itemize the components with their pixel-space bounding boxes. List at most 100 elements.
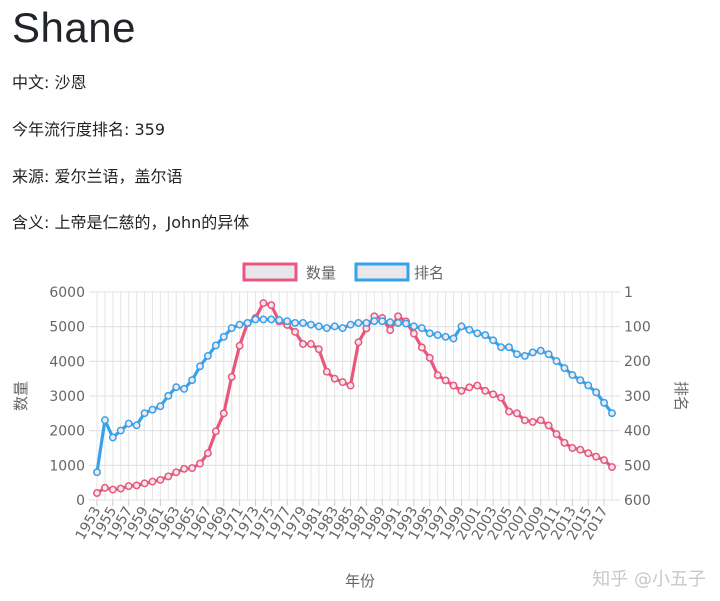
popularity-chart: 0 1000 2000 3000 4000 5000 6000 1 100 200 300 400 50…	[12, 262, 690, 590]
data-point-right-1980	[306, 320, 315, 329]
data-point-left-1994	[417, 343, 426, 352]
data-point-left-1964	[180, 464, 189, 473]
data-point-left-2013	[568, 444, 577, 452]
data-point-right-2017	[600, 398, 609, 407]
data-point-left-2015	[584, 449, 593, 458]
data-point-right-1976	[275, 316, 284, 325]
y-left-tick-label: 2000	[49, 424, 85, 440]
data-point-right-1970	[227, 324, 236, 333]
data-point-right-1956	[116, 426, 125, 435]
y-right-tick-label: 300	[624, 389, 651, 405]
data-point-left-1970	[227, 372, 236, 381]
data-point-right-1999	[457, 322, 466, 331]
chinese-name: 中文: 沙恩	[12, 73, 87, 92]
data-point-right-1989	[378, 317, 387, 326]
data-point-right-1986	[354, 318, 363, 327]
data-point-left-1960	[148, 477, 157, 486]
data-point-right-1994	[417, 324, 426, 333]
y-right-tick-label: 500	[624, 458, 651, 474]
data-point-left-2011	[552, 430, 561, 439]
name-origin: 来源: 爱尔兰语，盖尔语	[12, 167, 183, 186]
data-point-left-1963	[172, 468, 181, 477]
y-left-tick-label: 1000	[49, 458, 85, 474]
data-point-right-1975	[267, 315, 276, 324]
data-point-right-1996	[433, 331, 442, 340]
data-point-left-1979	[299, 340, 307, 348]
data-point-left-2000	[465, 383, 474, 392]
data-point-left-1997	[441, 376, 450, 385]
data-point-left-1962	[164, 472, 173, 481]
data-point-right-1982	[322, 324, 331, 333]
data-point-right-1974	[259, 315, 268, 324]
data-point-left-1966	[196, 459, 204, 468]
data-point-right-2008	[528, 348, 537, 357]
data-point-left-2004	[497, 393, 506, 402]
legend-label-2: 排名	[414, 264, 444, 282]
data-point-right-1964	[180, 384, 189, 393]
data-point-left-1971	[235, 341, 244, 350]
data-point-right-1961	[156, 402, 165, 411]
data-point-right-1953	[93, 468, 101, 477]
data-point-right-2011	[552, 357, 561, 366]
data-point-left-1998	[449, 381, 458, 390]
data-point-right-1979	[299, 318, 307, 327]
legend-swatch-1	[242, 262, 298, 282]
data-point-right-1965	[188, 376, 197, 385]
data-point-left-1980	[306, 340, 315, 348]
data-point-right-1967	[203, 351, 212, 360]
series-line-1	[96, 301, 614, 495]
data-point-left-2005	[505, 407, 513, 416]
data-point-right-2001	[473, 329, 482, 338]
data-point-right-1992	[402, 319, 410, 328]
data-point-left-1990	[386, 326, 395, 335]
data-point-right-1960	[148, 405, 157, 414]
data-point-right-1977	[283, 317, 292, 326]
data-point-left-1969	[219, 409, 228, 418]
data-point-right-1984	[338, 324, 347, 333]
data-point-left-1993	[409, 329, 418, 338]
popularity-rank: 今年流行度排名: 359	[12, 120, 166, 139]
data-point-left-1985	[346, 381, 355, 390]
data-point-left-2008	[528, 418, 537, 426]
data-point-right-2007	[520, 351, 529, 360]
data-point-right-2006	[512, 350, 521, 359]
data-point-left-1983	[330, 374, 339, 383]
data-point-right-1966	[196, 362, 204, 371]
data-point-right-1957	[124, 419, 133, 428]
data-point-left-2001	[473, 381, 482, 390]
data-point-right-1959	[140, 409, 149, 418]
data-point-right-1973	[251, 315, 260, 324]
data-point-right-1958	[132, 421, 141, 430]
data-point-left-2016	[592, 452, 601, 461]
data-point-left-2007	[520, 416, 529, 425]
data-point-right-1991	[394, 318, 403, 327]
data-point-left-1954	[100, 483, 109, 492]
data-point-left-2006	[512, 409, 521, 418]
data-point-right-1981	[314, 322, 323, 331]
y-right-tick-label: 600	[624, 493, 651, 509]
data-point-left-1991	[394, 312, 403, 321]
data-point-left-1958	[132, 481, 141, 490]
data-point-left-2010	[544, 421, 553, 430]
data-point-right-2012	[560, 364, 569, 372]
y-left-tick-label: 6000	[49, 285, 85, 301]
data-point-right-1988	[370, 317, 379, 326]
data-point-left-2009	[536, 416, 545, 425]
data-point-right-1983	[330, 322, 339, 331]
data-point-right-1962	[164, 391, 173, 400]
data-point-right-1998	[449, 334, 458, 343]
y-left-tick-label: 3000	[49, 389, 85, 405]
data-point-right-1972	[243, 318, 252, 327]
data-point-right-1968	[211, 341, 220, 350]
data-point-right-2009	[536, 346, 545, 355]
data-point-right-1993	[409, 322, 418, 331]
data-point-left-1999	[457, 386, 466, 395]
data-point-right-2016	[592, 388, 601, 397]
data-point-left-1965	[188, 464, 197, 473]
data-point-right-1990	[386, 318, 395, 327]
data-point-right-2002	[481, 331, 490, 340]
data-point-left-1959	[140, 479, 149, 488]
data-point-left-1984	[338, 378, 347, 387]
x-axis-title: 年份	[345, 572, 375, 590]
data-point-left-1975	[267, 301, 276, 310]
